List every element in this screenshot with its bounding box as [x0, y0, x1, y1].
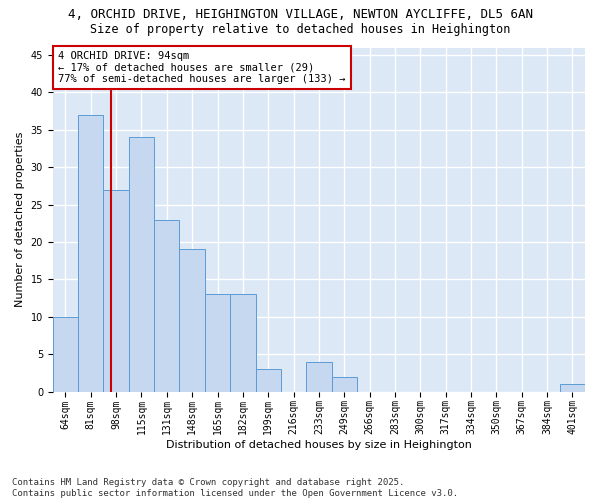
Bar [560, 384, 585, 392]
Text: 4, ORCHID DRIVE, HEIGHINGTON VILLAGE, NEWTON AYCLIFFE, DL5 6AN: 4, ORCHID DRIVE, HEIGHINGTON VILLAGE, NE… [67, 8, 533, 20]
Bar [205, 294, 230, 392]
Bar [256, 369, 281, 392]
Bar [129, 138, 154, 392]
Bar [179, 250, 205, 392]
Text: Contains HM Land Registry data © Crown copyright and database right 2025.
Contai: Contains HM Land Registry data © Crown c… [12, 478, 458, 498]
X-axis label: Distribution of detached houses by size in Heighington: Distribution of detached houses by size … [166, 440, 472, 450]
Bar [78, 115, 103, 392]
Bar [154, 220, 179, 392]
Bar [103, 190, 129, 392]
Bar [306, 362, 332, 392]
Bar [332, 376, 357, 392]
Y-axis label: Number of detached properties: Number of detached properties [15, 132, 25, 307]
Text: 4 ORCHID DRIVE: 94sqm
← 17% of detached houses are smaller (29)
77% of semi-deta: 4 ORCHID DRIVE: 94sqm ← 17% of detached … [58, 51, 346, 84]
Bar [53, 317, 78, 392]
Text: Size of property relative to detached houses in Heighington: Size of property relative to detached ho… [90, 22, 510, 36]
Bar [230, 294, 256, 392]
